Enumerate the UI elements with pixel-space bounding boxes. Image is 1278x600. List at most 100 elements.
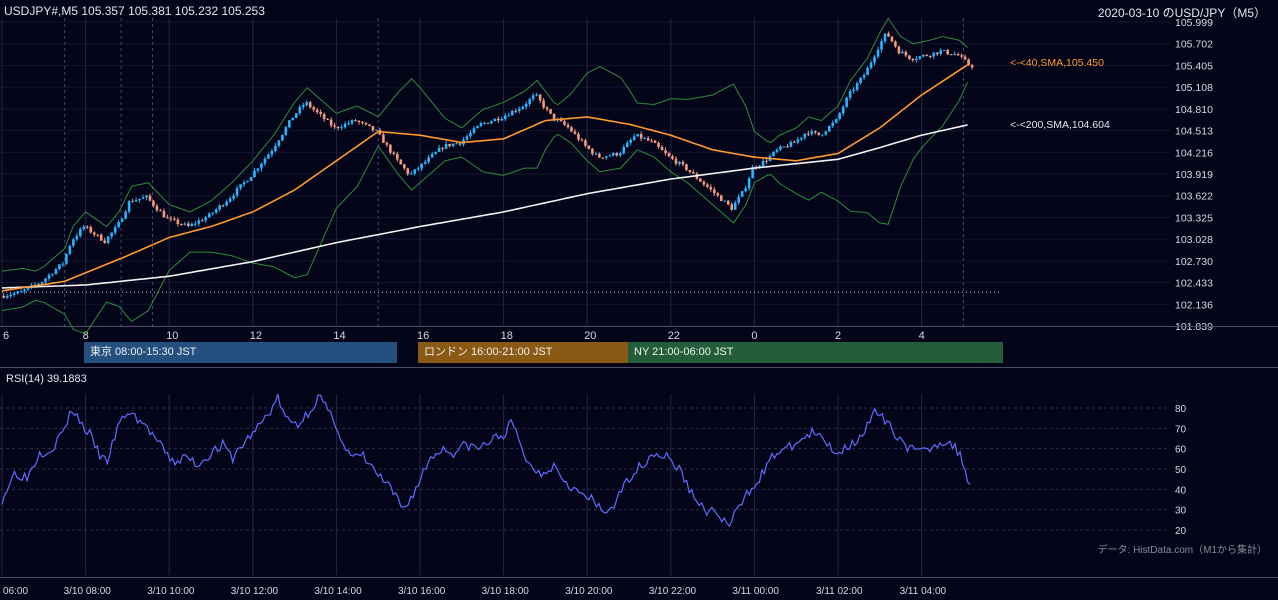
candle-body — [545, 107, 549, 110]
candle-body — [350, 120, 354, 124]
candle-body — [260, 163, 263, 169]
candle-body — [354, 120, 357, 122]
candle-body — [786, 146, 789, 148]
candle-body — [448, 143, 451, 147]
price-tick-label: 105.999 — [1175, 17, 1213, 29]
time-tick-label: 3/11 00:00 — [732, 586, 779, 597]
candle-body — [483, 122, 486, 124]
candle-body — [793, 141, 796, 143]
candle-body — [814, 131, 817, 133]
candle-body — [570, 127, 573, 132]
price-tick-label: 103.622 — [1175, 191, 1213, 203]
candle-body — [469, 132, 472, 137]
candle-body — [535, 94, 538, 96]
rsi-title: RSI(14) 39.1883 — [6, 373, 87, 385]
candle-body — [12, 293, 16, 295]
candle-body — [591, 148, 594, 154]
candle-body — [876, 49, 880, 57]
candle-body — [347, 123, 350, 125]
candle-body — [392, 152, 396, 154]
candle-body — [169, 218, 173, 220]
candle-body — [834, 118, 838, 123]
candle-body — [180, 223, 183, 225]
candle-body — [19, 291, 23, 293]
candle-body — [40, 282, 44, 284]
candle-body — [598, 153, 601, 158]
candle-body — [618, 153, 622, 156]
candle-body — [685, 164, 688, 171]
candle-body — [385, 142, 389, 145]
candle-body — [263, 158, 267, 164]
candle-body — [692, 172, 695, 174]
candle-body — [859, 77, 862, 84]
candle-body — [9, 294, 12, 297]
candle-body — [956, 54, 960, 56]
candle-body — [23, 289, 26, 292]
candle-body — [218, 205, 221, 210]
price-tick-label: 102.136 — [1175, 299, 1213, 311]
candle-body — [246, 181, 249, 183]
candle-body — [577, 133, 580, 140]
hour-tick-label: 4 — [919, 330, 925, 342]
candle-body — [500, 118, 504, 121]
hour-tick-label: 18 — [501, 330, 513, 342]
candle-body — [681, 161, 685, 165]
time-tick-label: 3/11 02:00 — [816, 586, 863, 597]
candle-body — [671, 156, 674, 159]
candle-body — [322, 114, 326, 120]
candle-body — [824, 131, 828, 135]
candle-body — [5, 296, 9, 298]
candle-body — [726, 200, 730, 205]
candle-body — [239, 184, 242, 189]
candle-body — [946, 49, 949, 55]
candle-body — [779, 146, 782, 150]
candle-body — [935, 52, 939, 54]
candle-body — [326, 119, 329, 121]
candle-body — [674, 158, 678, 164]
candle-body — [249, 177, 253, 182]
candle-body — [51, 274, 54, 276]
candle-body — [375, 129, 378, 131]
candle-body — [288, 120, 291, 128]
candle-body — [862, 75, 866, 78]
price-tick-label: 104.216 — [1175, 147, 1213, 159]
candle-body — [382, 134, 385, 143]
candle-body — [517, 108, 521, 112]
candle-body — [253, 170, 256, 178]
price-tick-label: 103.028 — [1175, 234, 1213, 246]
candle-body — [187, 223, 190, 227]
candle-body — [810, 131, 814, 135]
candle-body — [653, 140, 657, 143]
price-tick-label: 102.730 — [1175, 256, 1213, 268]
rsi-tick-label: 30 — [1175, 506, 1187, 517]
hour-tick-label: 22 — [668, 330, 680, 342]
candle-body — [643, 138, 646, 140]
candle-body — [922, 54, 925, 57]
candle-body — [274, 145, 277, 151]
sma200-line — [1, 124, 968, 289]
candle-body — [807, 133, 810, 135]
candle-body — [420, 163, 423, 169]
candle-body — [162, 210, 166, 218]
candle-body — [782, 146, 786, 148]
candle-body — [855, 83, 859, 90]
price-tick-label: 105.108 — [1175, 82, 1213, 94]
candle-body — [573, 131, 577, 134]
time-tick-label: 3/10 16:00 — [398, 586, 446, 597]
candle-body — [625, 142, 629, 148]
rsi-tick-label: 40 — [1175, 485, 1187, 496]
candle-body — [538, 94, 542, 101]
candle-body — [221, 205, 225, 207]
candle-body — [155, 205, 159, 211]
candle-body — [911, 58, 915, 61]
candle-body — [549, 109, 552, 114]
candle-body — [897, 46, 901, 54]
sma200-label: <-<200,SMA,104.604 — [1010, 119, 1110, 131]
candle-body — [357, 120, 361, 123]
candle-body — [559, 119, 563, 122]
candle-body — [932, 52, 936, 57]
session-ny: NY 21:00-06:00 JST — [628, 342, 1003, 363]
candle-body — [709, 186, 713, 190]
candle-body — [688, 170, 692, 173]
